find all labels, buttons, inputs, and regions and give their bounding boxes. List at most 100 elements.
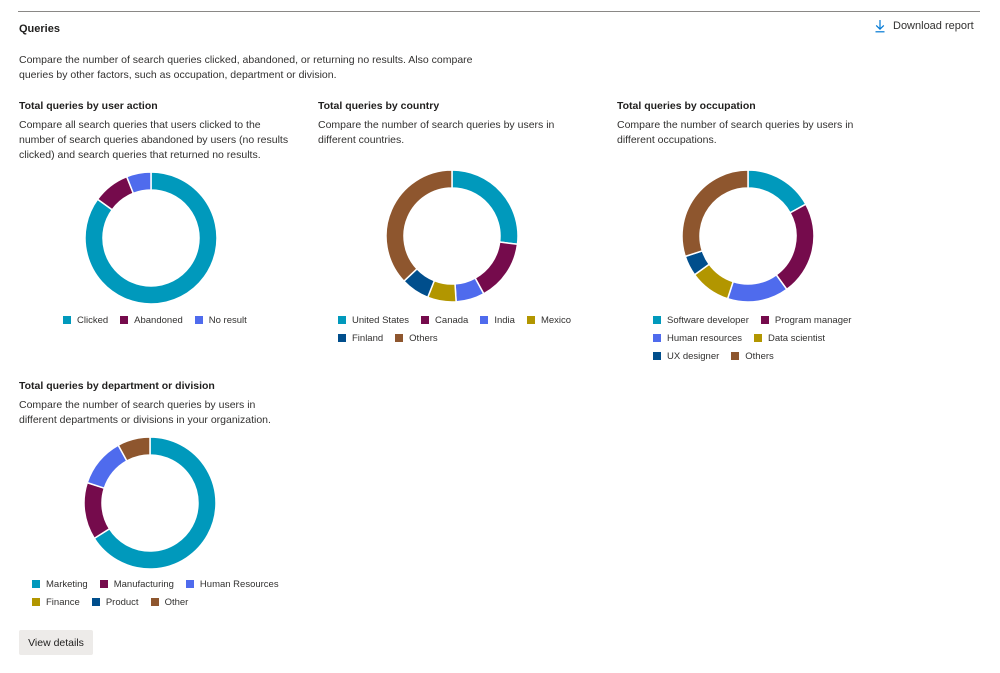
slice-other[interactable]	[117, 436, 151, 462]
legend-country: United States Canada India Mexico Finland Oth…	[338, 314, 588, 344]
legend-item-product[interactable]: Product	[91, 596, 139, 608]
legend-item-marketing[interactable]: Marketing	[32, 578, 88, 590]
legend-item-ux-designer[interactable]: UX designer	[653, 350, 719, 362]
legend-swatch	[338, 334, 346, 342]
legend-label: Others	[409, 332, 438, 344]
legend-label: Clicked	[77, 314, 109, 326]
slice-clicked[interactable]	[84, 171, 218, 305]
card-occupation: Total queries by occupation Compare the …	[617, 100, 897, 148]
donut-chart-department	[83, 436, 217, 570]
legend-item-manufacturing[interactable]: Manufacturing	[99, 578, 174, 590]
slice-united-states[interactable]	[451, 169, 519, 246]
slice-human-resources[interactable]	[726, 273, 788, 303]
legend-swatch	[91, 598, 100, 606]
legend-item-data-scientist[interactable]: Data scientist	[753, 332, 826, 344]
legend-label: Marketing	[46, 578, 88, 590]
legend-swatch	[150, 598, 159, 606]
slice-software-developer[interactable]	[747, 169, 807, 214]
legend-item-others[interactable]: Others	[731, 350, 774, 362]
donut-chart-occupation	[681, 169, 815, 303]
legend-item-others[interactable]: Others	[395, 332, 438, 344]
legend-swatch	[653, 334, 661, 342]
slice-manufacturing[interactable]	[83, 481, 111, 540]
slice-no-result[interactable]	[125, 171, 152, 195]
legend-swatch	[421, 316, 430, 324]
legend-item-canada[interactable]: Canada	[421, 314, 468, 326]
legend-item-human-resources[interactable]: Human Resources	[185, 578, 279, 590]
donut-chart-user-action	[84, 171, 218, 305]
legend-swatch	[194, 316, 203, 324]
legend-label: Finance	[46, 596, 80, 608]
chart-description: Compare the number of search queries by …	[318, 119, 555, 146]
slice-program-manager[interactable]	[775, 203, 815, 291]
legend-label: Others	[745, 350, 774, 362]
card-user-action: Total queries by user action Compare all…	[19, 100, 299, 163]
legend-label: India	[494, 314, 515, 326]
chart-title: Total queries by country	[318, 100, 440, 112]
legend-swatch	[480, 316, 489, 324]
legend-label: United States	[352, 314, 410, 326]
legend-label: Abandoned	[134, 314, 183, 326]
download-report-button[interactable]: Download report	[874, 19, 974, 33]
top-divider	[18, 11, 980, 12]
legend-swatch	[753, 334, 762, 342]
legend-swatch	[653, 352, 661, 360]
view-details-button[interactable]: View details	[19, 630, 93, 655]
legend-swatch	[526, 316, 535, 324]
legend-item-other[interactable]: Other	[150, 596, 189, 608]
legend-label: UX designer	[667, 350, 720, 362]
legend-item-finance[interactable]: Finance	[32, 596, 80, 608]
slice-marketing[interactable]	[93, 436, 217, 570]
legend-item-human-resources[interactable]: Human resources	[653, 332, 742, 344]
section-title: Queries	[19, 23, 60, 35]
chart-title: Total queries by occupation	[617, 100, 756, 112]
legend-label: Software developer	[667, 314, 749, 326]
legend-item-no-result[interactable]: No result	[194, 314, 247, 326]
chart-description: Compare all search queries that users cl…	[19, 119, 289, 161]
legend-label: Human resources	[667, 332, 742, 344]
slice-canada[interactable]	[474, 241, 519, 295]
legend-item-program-manager[interactable]: Program manager	[760, 314, 852, 326]
legend-swatch	[338, 316, 346, 324]
legend-label: Data scientist	[767, 332, 826, 344]
legend-item-mexico[interactable]: Mexico	[526, 314, 572, 326]
legend-item-united-states[interactable]: United States	[338, 314, 409, 326]
legend-item-india[interactable]: India	[480, 314, 515, 326]
section-description: Compare the number of search queries cli…	[19, 54, 473, 81]
legend-swatch	[731, 352, 740, 360]
legend-swatch	[32, 598, 40, 606]
legend-item-abandoned[interactable]: Abandoned	[120, 314, 183, 326]
legend-item-clicked[interactable]: Clicked	[63, 314, 108, 326]
legend-swatch	[63, 316, 71, 324]
chart-description: Compare the number of search queries by …	[617, 119, 854, 146]
slice-others[interactable]	[681, 169, 749, 258]
download-report-label: Download report	[893, 20, 974, 32]
legend-item-software-developer[interactable]: Software developer	[653, 314, 749, 326]
legend-swatch	[120, 316, 129, 324]
card-country: Total queries by country Compare the num…	[318, 100, 598, 148]
chart-title: Total queries by department or division	[19, 380, 215, 392]
legend-label: No result	[208, 314, 247, 326]
legend-label: Finland	[352, 332, 384, 344]
legend-label: Mexico	[540, 314, 572, 326]
legend-label: Program manager	[774, 314, 852, 326]
donut-chart-country	[385, 169, 519, 303]
legend-user-action: Clicked Abandoned No result	[63, 314, 323, 326]
chart-title: Total queries by user action	[19, 100, 158, 112]
legend-label: Other	[164, 596, 189, 608]
legend-swatch	[32, 580, 40, 588]
legend-swatch	[99, 580, 108, 588]
legend-label: Human Resources	[199, 578, 279, 590]
legend-swatch	[760, 316, 769, 324]
legend-department: Marketing Manufacturing Human Resources Fin…	[32, 578, 302, 608]
legend-occupation: Software developer Program manager Human r…	[653, 314, 863, 362]
legend-label: Canada	[435, 314, 469, 326]
legend-swatch	[185, 580, 194, 588]
slice-others[interactable]	[385, 169, 453, 283]
legend-label: Manufacturing	[113, 578, 174, 590]
legend-label: Product	[105, 596, 139, 608]
legend-item-finland[interactable]: Finland	[338, 332, 383, 344]
chart-description: Compare the number of search queries by …	[19, 399, 271, 426]
legend-swatch	[653, 316, 661, 324]
download-icon	[874, 19, 886, 33]
